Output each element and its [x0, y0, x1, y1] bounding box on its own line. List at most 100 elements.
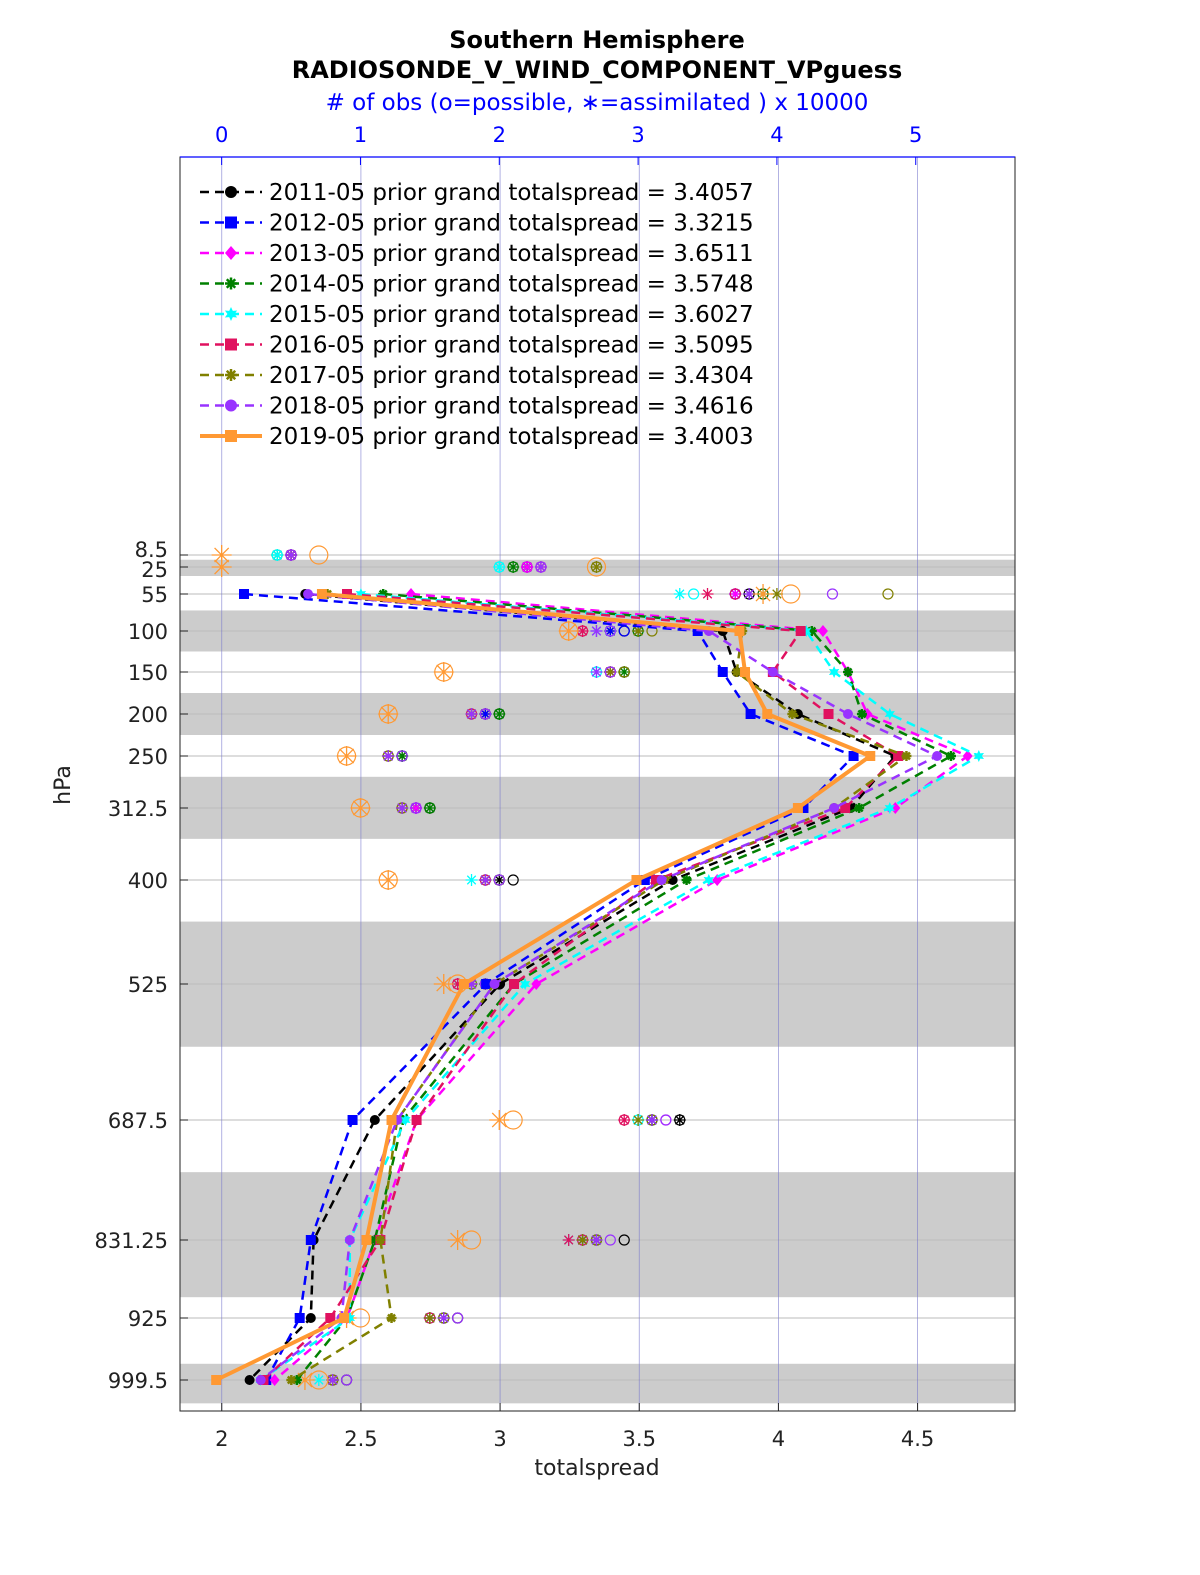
series-point [854, 803, 865, 813]
series-group [211, 589, 876, 1385]
series-point [762, 709, 773, 719]
y-tick-label: 150 [128, 661, 168, 685]
obs-assimilated-marker [211, 545, 232, 565]
obs-assimilated-marker [479, 874, 492, 886]
obs-assimilated-marker [423, 1312, 436, 1324]
top-x-tick-label: 0 [215, 123, 228, 147]
y-tick-label: 400 [128, 869, 168, 893]
obs-possible-marker [604, 666, 616, 678]
obs-assimilated-marker [507, 561, 520, 573]
top-axis-label: # of obs (o=possible, ∗=assimilated ) x … [326, 90, 869, 116]
series-point [717, 667, 728, 677]
series-point [843, 709, 853, 719]
obs-assimilated-marker [590, 561, 603, 573]
obs-assimilated-marker [409, 802, 422, 814]
obs-assimilated-marker [285, 549, 298, 561]
series-point [316, 589, 327, 599]
series-point [893, 751, 904, 761]
legend-label: 2015-05 prior grand totalspread = 3.6027 [269, 302, 754, 328]
obs-assimilated-marker [618, 666, 631, 678]
obs-possible-marker [729, 588, 741, 600]
obs-assimilated-marker [271, 549, 284, 561]
y-tick-label: 55 [141, 583, 168, 607]
legend-marker [225, 369, 237, 381]
series-point [740, 667, 751, 677]
series-point [703, 874, 714, 886]
obs-assimilated-marker [743, 588, 756, 600]
series-point [386, 1313, 397, 1323]
obs-assimilated-marker [604, 666, 617, 678]
legend: 2011-05 prior grand totalspread = 3.4057… [200, 180, 754, 450]
series-point [239, 589, 250, 599]
obs-assimilated-marker [423, 802, 436, 814]
obs-assimilated-marker [562, 1234, 575, 1246]
obs-assimilated-marker [433, 662, 454, 682]
series-point [731, 667, 742, 677]
legend-label: 2018-05 prior grand totalspread = 3.4616 [269, 394, 754, 420]
legend-label: 2014-05 prior grand totalspread = 3.5748 [269, 272, 754, 298]
top-x-tick-label: 2 [493, 123, 506, 147]
obs-possible-marker [604, 625, 616, 637]
obs-assimilated-marker [645, 1114, 658, 1126]
top-x-tick-label: 1 [354, 123, 367, 147]
x-tick-label: 2.5 [344, 1427, 377, 1451]
obs-assimilated-marker [558, 621, 579, 641]
series-line [215, 592, 875, 1382]
series-point [798, 803, 809, 813]
obs-assimilated-marker [465, 978, 478, 990]
obs-possible-marker [340, 1374, 353, 1386]
obs-assimilated-marker [590, 625, 603, 637]
series-point [211, 1375, 222, 1385]
obs-assimilated-marker [493, 561, 506, 573]
series-point [303, 589, 314, 599]
series-point [848, 751, 859, 761]
y-tick-label: 525 [128, 973, 168, 997]
series-point [344, 1312, 355, 1324]
series-point [843, 667, 853, 677]
obs-assimilated-marker [770, 588, 783, 600]
series-point [344, 1235, 355, 1245]
series-line [260, 592, 982, 1382]
legend-marker [225, 399, 237, 412]
y-tick-label: 999.5 [108, 1369, 168, 1393]
obs-assimilated-marker [489, 1110, 510, 1130]
series-point [375, 1235, 386, 1245]
obs-assimilated-marker [437, 1312, 450, 1324]
obs-assimilated-marker [451, 978, 464, 990]
obs-assimilated-marker [465, 874, 478, 886]
obs-assimilated-marker [294, 1370, 315, 1390]
obs-count-group [285, 549, 839, 1386]
x-tick-label: 4 [772, 1427, 785, 1451]
series-point [378, 589, 389, 599]
series-point [795, 626, 806, 636]
series-point [339, 1313, 350, 1323]
obs-possible-marker [882, 588, 894, 600]
obs-possible-marker [410, 802, 422, 814]
obs-possible-marker [507, 874, 519, 886]
obs-assimilated-marker [632, 1114, 645, 1126]
top-x-tick-label: 4 [770, 123, 783, 147]
series-point [792, 803, 803, 813]
series-point [734, 626, 745, 636]
series-point [945, 751, 956, 761]
obs-assimilated-marker [336, 746, 357, 766]
y-tick-label: 250 [128, 745, 168, 769]
top-x-tick-label: 5 [909, 123, 922, 147]
series-point [932, 751, 943, 761]
obs-assimilated-marker [378, 870, 399, 890]
obs-assimilated-marker [350, 798, 371, 818]
series-line [295, 592, 954, 1381]
obs-assimilated-marker [382, 750, 395, 762]
series-point [828, 666, 840, 678]
obs-assimilated-marker [604, 625, 617, 637]
series-point [489, 979, 500, 989]
obs-assimilated-marker [576, 1234, 589, 1246]
y-tick-label: 25 [141, 558, 168, 582]
legend-marker [224, 307, 238, 321]
obs-assimilated-marker [465, 708, 478, 720]
obs-assimilated-marker [326, 1374, 339, 1386]
series-line [273, 592, 971, 1381]
series-point [787, 709, 798, 719]
